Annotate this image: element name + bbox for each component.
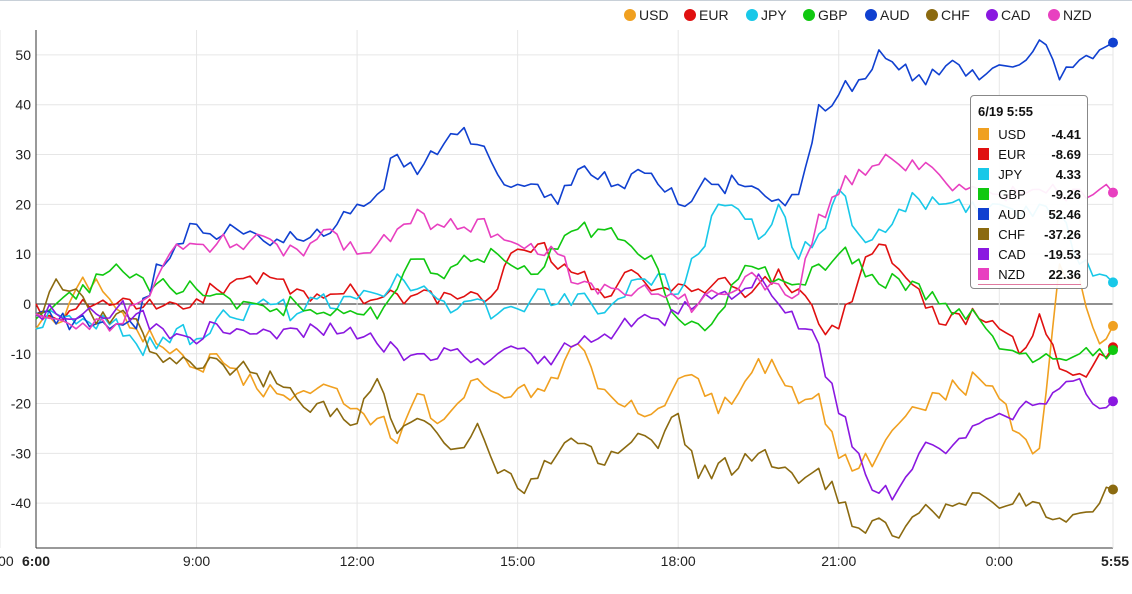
legend-label-gbp: GBP	[818, 7, 848, 23]
tooltip-value: 4.33	[1055, 166, 1081, 182]
tooltip-swatch	[978, 128, 990, 140]
tooltip-swatch	[978, 148, 990, 160]
series-line-eur	[35, 241, 1114, 378]
y-tick-label: 20	[15, 196, 31, 212]
tooltip-currency: CHF	[998, 226, 1025, 242]
series-endpoint-nzd	[1108, 187, 1118, 198]
tooltip-value: 52.46	[1048, 206, 1081, 222]
series-line-cad	[35, 273, 1114, 501]
legend-label-nzd: NZD	[1063, 7, 1092, 23]
legend-marker-aud	[865, 9, 877, 21]
y-tick-label: 10	[15, 246, 31, 262]
tooltip-swatch	[978, 248, 990, 260]
series-endpoint-cad	[1108, 396, 1118, 407]
x-tick-label: 9:00	[183, 553, 210, 569]
tooltip-value: -4.41	[1051, 126, 1081, 142]
y-tick-label: -10	[11, 346, 31, 362]
series-line-chf	[35, 278, 1114, 539]
y-tick-label: -20	[11, 396, 31, 412]
x-tick-label: 12:00	[340, 553, 375, 569]
legend-label-eur: EUR	[699, 7, 729, 23]
x-tick-label: 3:00	[0, 553, 14, 569]
legend-marker-cad	[986, 9, 998, 21]
hover-tooltip: 6/19 5:55 USD -4.41 EUR -8.69 JPY 4.33 G…	[970, 95, 1088, 289]
y-tick-label: 0	[23, 296, 31, 312]
legend-marker-eur	[684, 9, 696, 21]
legend-label-jpy: JPY	[761, 7, 787, 23]
legend-marker-nzd	[1048, 9, 1060, 21]
tooltip-row-chf: CHF -37.26	[978, 224, 1081, 244]
legend-marker-usd	[624, 9, 636, 21]
tooltip-row-eur: EUR -8.69	[978, 144, 1081, 164]
series-line-nzd	[35, 153, 1114, 332]
tooltip-row-nzd: NZD 22.36	[978, 264, 1081, 285]
x-tick-label: 0:00	[986, 553, 1013, 569]
series-line-jpy	[35, 188, 1114, 357]
series-endpoint-gbp	[1108, 345, 1118, 356]
legend-marker-gbp	[803, 9, 815, 21]
tooltip-swatch	[978, 228, 990, 240]
series-endpoint-usd	[1108, 320, 1118, 331]
tooltip-currency: USD	[998, 126, 1026, 142]
tooltip-currency: AUD	[998, 206, 1026, 222]
tooltip-swatch	[978, 208, 990, 220]
tooltip-value: 22.36	[1048, 266, 1081, 282]
series-line-aud	[35, 39, 1114, 331]
tooltip-currency: EUR	[998, 146, 1026, 162]
y-tick-label: 50	[15, 47, 31, 63]
series-endpoint-jpy	[1108, 277, 1118, 288]
legend-marker-chf	[926, 9, 938, 21]
tooltip-swatch	[978, 168, 990, 180]
tooltip-swatch	[978, 188, 990, 200]
series-endpoint-chf	[1108, 484, 1118, 495]
series-line-gbp	[35, 221, 1114, 364]
tooltip-row-aud: AUD 52.46	[978, 204, 1081, 224]
x-tick-label: 6:00	[22, 553, 50, 569]
tooltip-title: 6/19 5:55	[978, 104, 1033, 119]
series-endpoint-aud	[1108, 37, 1118, 48]
tooltip-currency: CAD	[998, 246, 1026, 262]
tooltip-row-usd: USD -4.41	[978, 124, 1081, 144]
tooltip-row-gbp: GBP -9.26	[978, 184, 1081, 204]
legend-label-aud: AUD	[880, 7, 910, 23]
tooltip-currency: JPY	[998, 166, 1023, 182]
legend-label-usd: USD	[639, 7, 669, 23]
x-tick-label: 21:00	[821, 553, 856, 569]
tooltip-value: -19.53	[1044, 246, 1081, 262]
tooltip-swatch	[978, 268, 990, 280]
y-tick-label: -30	[11, 445, 31, 461]
x-tick-label: 18:00	[661, 553, 696, 569]
x-tick-label: 15:00	[500, 553, 535, 569]
tooltip-currency: GBP	[998, 186, 1026, 202]
tooltip-value: -8.69	[1051, 146, 1081, 162]
y-tick-label: 30	[15, 147, 31, 163]
y-tick-label: -40	[11, 495, 31, 511]
tooltip-row-jpy: JPY 4.33	[978, 164, 1081, 184]
tooltip-row-cad: CAD -19.53	[978, 244, 1081, 264]
tooltip-currency: NZD	[998, 266, 1025, 282]
y-tick-label: 40	[15, 97, 31, 113]
legend-label-cad: CAD	[1001, 7, 1031, 23]
legend-label-chf: CHF	[941, 7, 970, 23]
x-tick-label: 5:55	[1101, 553, 1129, 569]
tooltip-value: -9.26	[1051, 186, 1081, 202]
legend-marker-jpy	[746, 9, 758, 21]
tooltip-value: -37.26	[1044, 226, 1081, 242]
